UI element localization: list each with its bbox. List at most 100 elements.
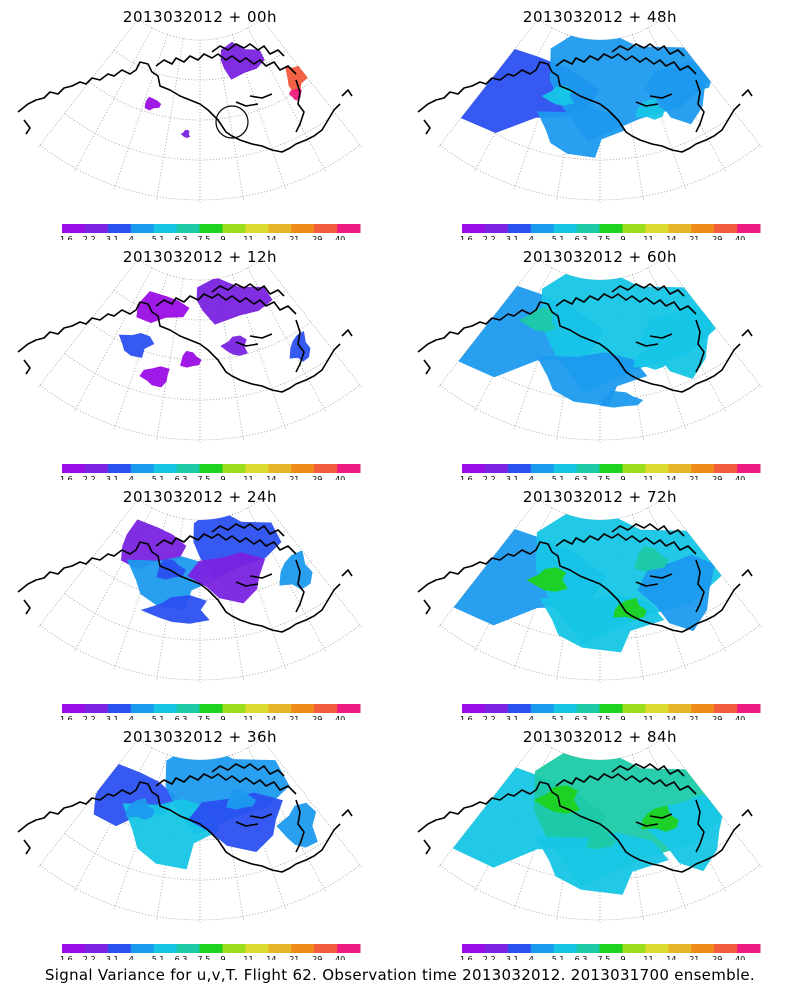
coastline bbox=[695, 79, 705, 133]
panel-title: 2013032012 + 60h bbox=[522, 248, 678, 266]
coastlines bbox=[17, 763, 353, 873]
variance-contour bbox=[180, 129, 190, 138]
meridian-line bbox=[36, 18, 139, 150]
variance-contour bbox=[121, 519, 187, 570]
variance-contour bbox=[600, 390, 644, 408]
meridian-line bbox=[73, 747, 153, 894]
colorbar-swatch bbox=[576, 224, 601, 233]
meridian-line bbox=[661, 498, 764, 630]
meridian-line bbox=[113, 754, 168, 911]
coastline bbox=[295, 559, 305, 613]
colorbar-swatch bbox=[553, 944, 578, 953]
colorbar-swatch bbox=[599, 704, 623, 713]
coastline bbox=[211, 43, 285, 57]
colorbar-label: 1.6 bbox=[60, 475, 73, 480]
variance-contour bbox=[536, 108, 626, 158]
colorbar-label: 40 bbox=[335, 235, 345, 240]
coastline bbox=[211, 763, 285, 777]
colorbar-label: 5.1 bbox=[552, 235, 565, 240]
colorbar-swatch bbox=[268, 224, 292, 233]
colorbar-label: 7.5 bbox=[598, 475, 611, 480]
colorbar-swatch bbox=[691, 224, 715, 233]
colorbar-label: 9 bbox=[220, 715, 225, 720]
colorbar-label: 14 bbox=[666, 235, 676, 240]
colorbar-label: 9 bbox=[620, 955, 625, 960]
colorbar-label: 14 bbox=[666, 955, 676, 960]
latitude-circle bbox=[39, 864, 361, 921]
colorbar-swatch bbox=[484, 944, 509, 953]
colorbar-label: 3.1 bbox=[506, 235, 519, 240]
map-svg: 1.6 2.2 3.1 4 5.1 6.3 7.5 9 11 14 21 29 40 bbox=[417, 738, 764, 960]
meridian-line bbox=[436, 18, 539, 150]
coastline bbox=[211, 523, 285, 537]
meridian-line bbox=[155, 38, 184, 202]
coastline bbox=[635, 101, 659, 107]
colorbar-swatch bbox=[599, 224, 623, 233]
colorbar-swatch bbox=[222, 944, 246, 953]
colorbar-label: 4 bbox=[129, 715, 134, 720]
variance-contour bbox=[139, 366, 170, 388]
colorbar-label: 6.3 bbox=[575, 235, 588, 240]
colorbar-label: 11 bbox=[243, 955, 253, 960]
colorbar-swatch bbox=[484, 464, 509, 473]
colorbar-label: 9 bbox=[220, 235, 225, 240]
variance-field bbox=[451, 740, 730, 895]
figure-caption: Signal Variance for u,v,T. Flight 62. Ob… bbox=[44, 966, 756, 984]
colorbar-swatch bbox=[645, 224, 669, 233]
meridian-line bbox=[73, 27, 153, 174]
colorbar-swatch bbox=[176, 704, 201, 713]
colorbar-label: 2.2 bbox=[83, 235, 96, 240]
latitude-circle bbox=[39, 624, 361, 681]
colorbar-swatch bbox=[737, 224, 761, 233]
variance-contour bbox=[536, 352, 648, 407]
colorbar-label: 40 bbox=[735, 475, 745, 480]
colorbar-swatch bbox=[107, 944, 132, 953]
colorbar-label: 9 bbox=[620, 235, 625, 240]
colorbar-swatch bbox=[62, 464, 86, 473]
coastlines bbox=[417, 283, 753, 393]
coastline bbox=[417, 61, 741, 153]
colorbar-label: 3.1 bbox=[106, 715, 119, 720]
colorbar-label: 21 bbox=[289, 475, 299, 480]
variance-contour bbox=[226, 788, 257, 810]
colorbar-label: 2.2 bbox=[83, 715, 96, 720]
meridian-line bbox=[261, 738, 364, 870]
panel-title: 2013032012 + 72h bbox=[522, 488, 678, 506]
colorbar-swatch bbox=[668, 464, 692, 473]
colorbar-swatch bbox=[291, 224, 315, 233]
coastline bbox=[295, 799, 305, 853]
colorbar-label: 2.2 bbox=[483, 235, 496, 240]
colorbar-swatch bbox=[62, 704, 86, 713]
colorbar-swatch bbox=[153, 464, 178, 473]
map-panel-24h: 2013032012 + 24h 1.6 2.2 3.1 4 5.1 6.3 7.5 9 11 1… bbox=[0, 480, 400, 720]
colorbar-swatch bbox=[576, 944, 601, 953]
colorbar-label: 29 bbox=[312, 955, 322, 960]
meridian-line bbox=[436, 498, 539, 630]
coastline bbox=[235, 581, 259, 587]
variance-field bbox=[456, 23, 712, 158]
map-panel-72h: 2013032012 + 72h 1.6 2.2 3.1 4 5.1 6.3 7.5 9 11 1… bbox=[400, 480, 800, 720]
colorbar-swatch bbox=[176, 944, 201, 953]
colorbar-label: 3.1 bbox=[106, 955, 119, 960]
colorbar-label: 21 bbox=[289, 715, 299, 720]
coastline bbox=[741, 89, 753, 97]
coastline bbox=[611, 523, 685, 537]
coastlines bbox=[417, 43, 753, 153]
coastline bbox=[17, 61, 341, 153]
panel-title: 2013032012 + 12h bbox=[122, 248, 278, 266]
map-svg: 1.6 2.2 3.1 4 5.1 6.3 7.5 9 11 14 21 29 40 bbox=[17, 18, 364, 240]
colorbar-swatch bbox=[622, 704, 646, 713]
colorbar-label: 6.3 bbox=[175, 475, 188, 480]
coastline bbox=[23, 839, 31, 855]
colorbar-label: 40 bbox=[735, 235, 745, 240]
colorbar-swatch bbox=[553, 224, 578, 233]
colorbar-swatch bbox=[462, 224, 486, 233]
colorbar-swatch bbox=[622, 944, 646, 953]
colorbar-label: 4 bbox=[529, 955, 534, 960]
coastline bbox=[635, 821, 659, 827]
colorbar-label: 14 bbox=[266, 475, 276, 480]
colorbar-label: 4 bbox=[129, 955, 134, 960]
colorbar-label: 4 bbox=[529, 475, 534, 480]
colorbar-label: 21 bbox=[689, 475, 699, 480]
colorbar-label: 7.5 bbox=[198, 955, 211, 960]
